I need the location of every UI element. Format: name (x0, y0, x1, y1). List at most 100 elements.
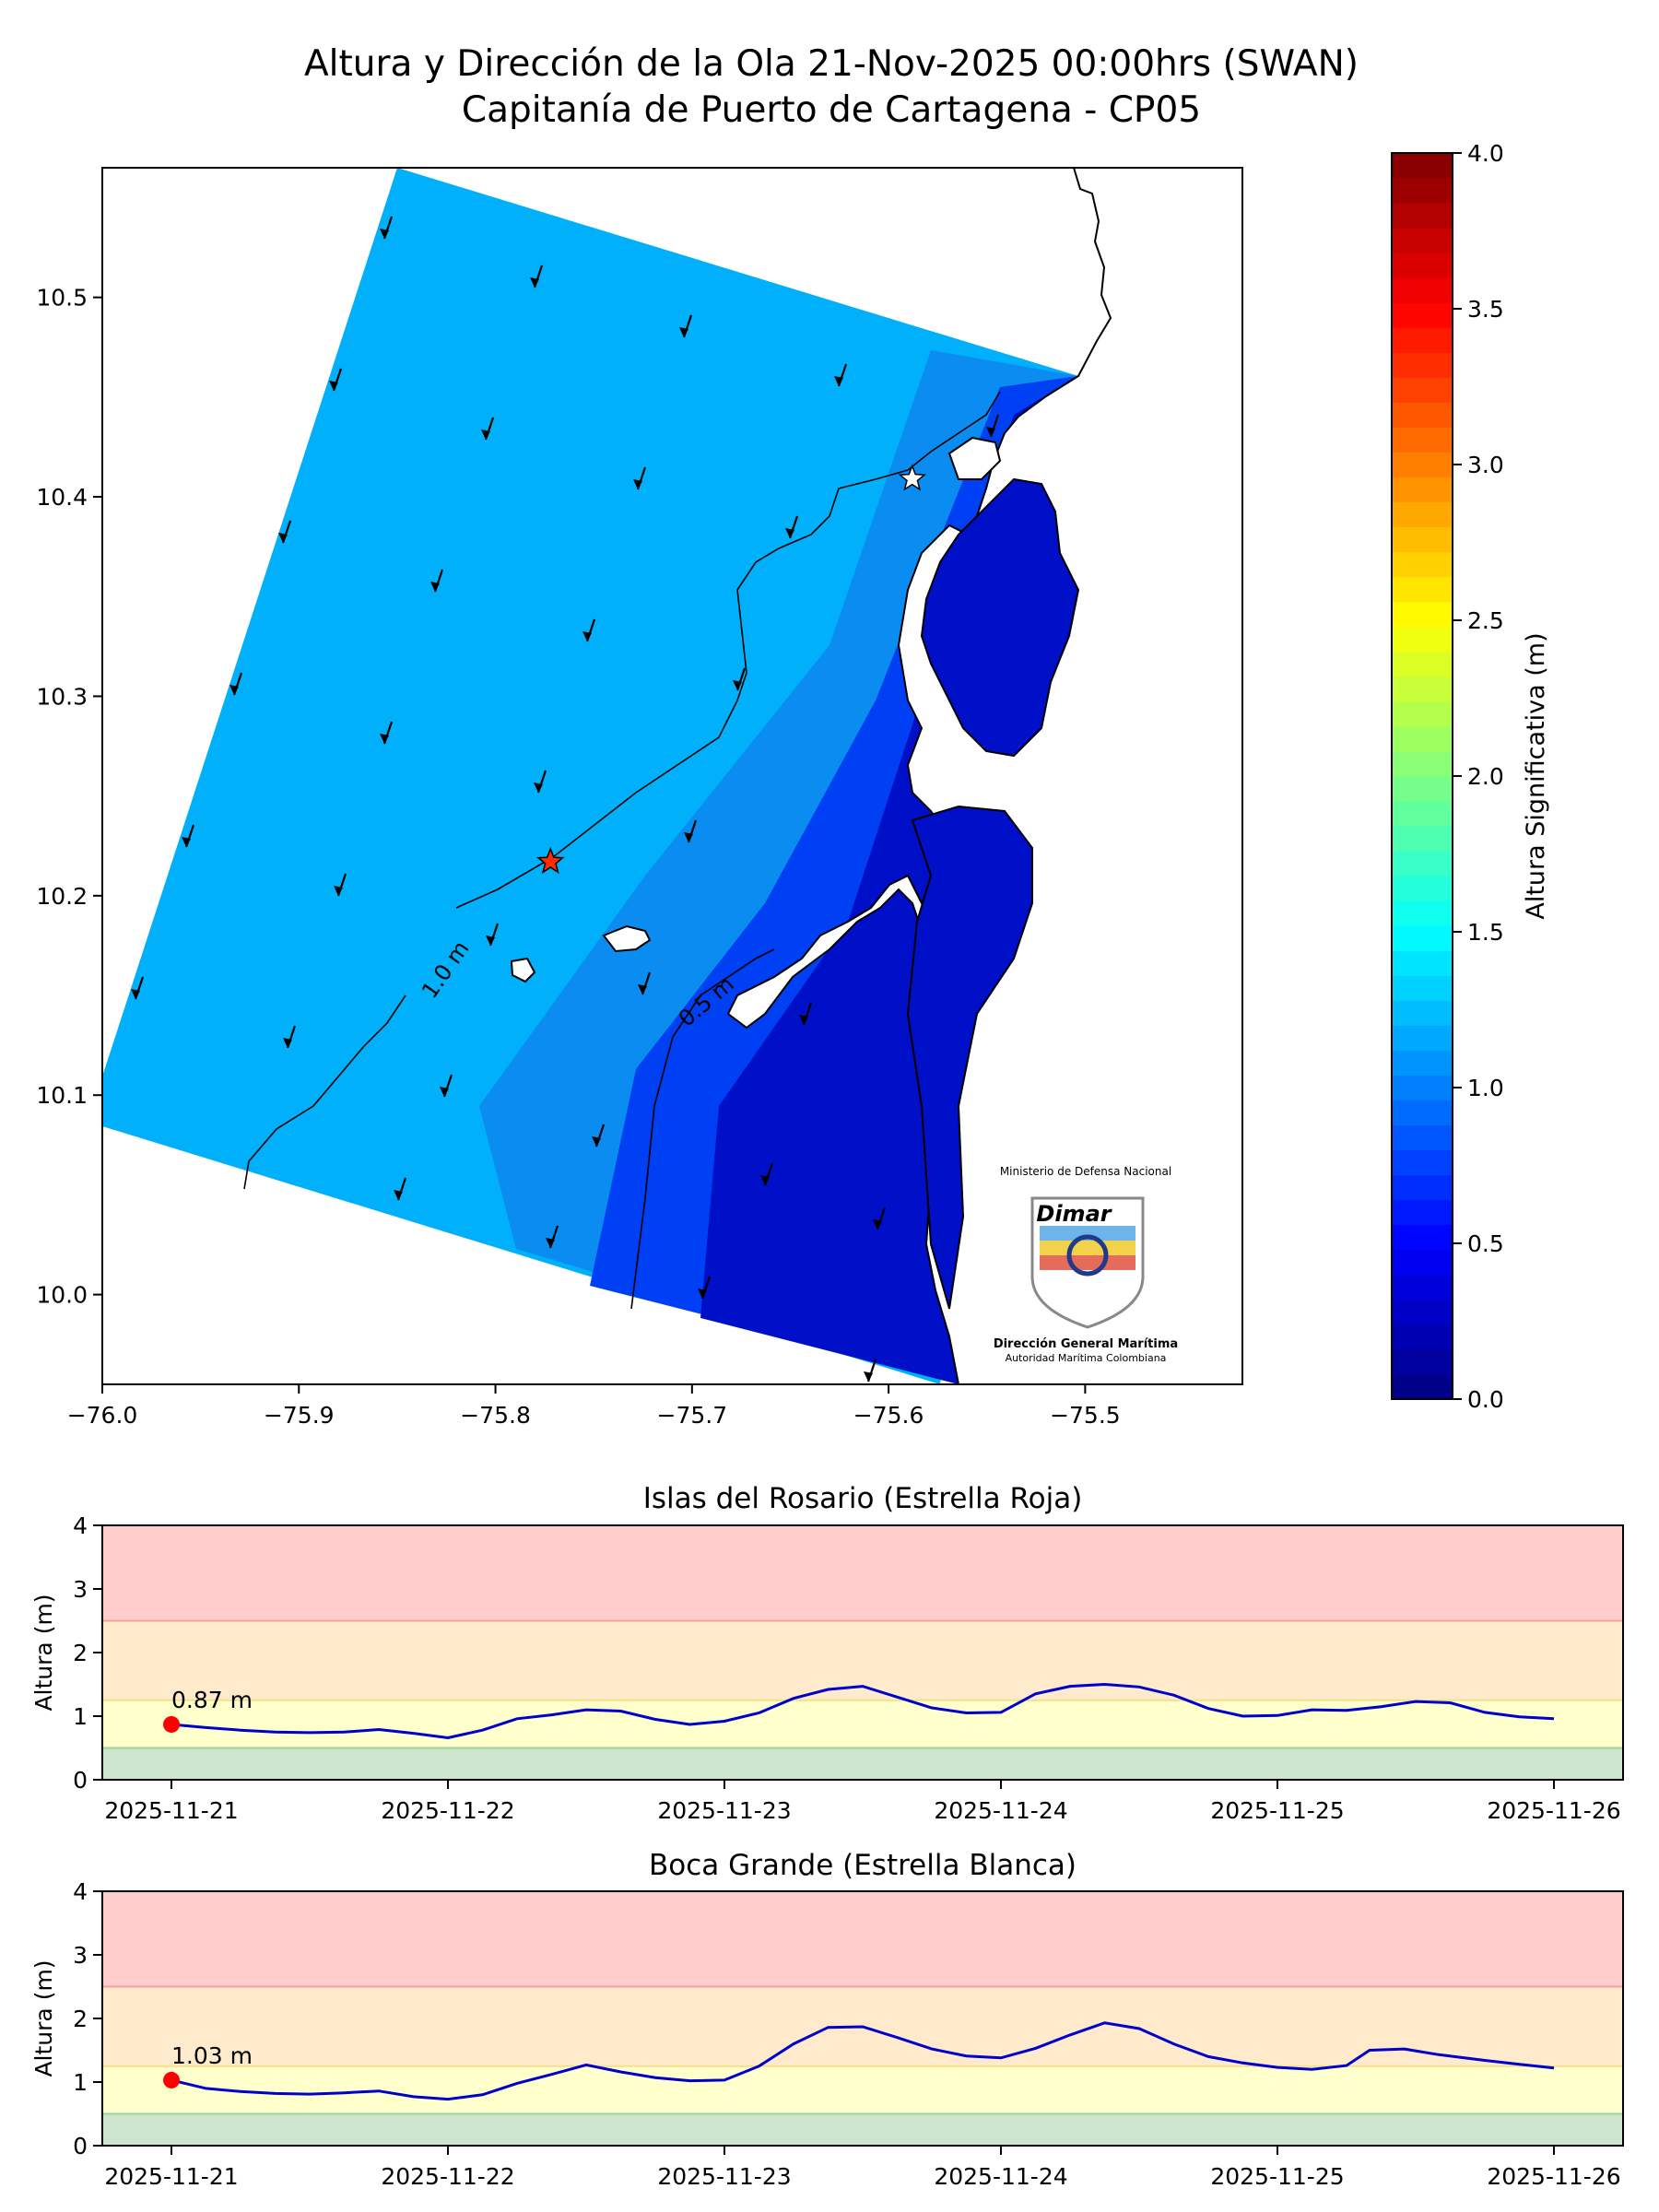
map-y-tick-label: 10.5 (36, 285, 88, 312)
island-rosario-1 (602, 924, 652, 953)
wave-arrow-icon (679, 314, 693, 338)
contour-1.0m (243, 391, 1001, 1190)
wave-arrow-head (582, 631, 592, 641)
wave-arrow-head (430, 582, 440, 592)
colorbar-cell (1392, 501, 1453, 528)
logo-band-blue (1040, 1226, 1135, 1241)
colorbar-tick-label: 0.0 (1467, 1386, 1504, 1413)
colorbar-cell (1392, 153, 1453, 179)
colorbar-cell (1392, 551, 1453, 578)
colorbar-ticks: 0.0 0.5 1.0 1.5 2.0 2.5 3.0 3.5 4.0 (1453, 140, 1504, 1413)
colorbar-cell (1392, 178, 1453, 204)
ts1-risk-bands (102, 1525, 1623, 1780)
ts1-y-tick-label: 2 (73, 1640, 88, 1666)
wave-arrow-icon (698, 1276, 712, 1300)
wave-arrow-head (638, 984, 647, 994)
map-x-tick-label: −75.6 (853, 1402, 924, 1429)
colorbar-cell (1392, 452, 1453, 478)
ts1-y-tick-label: 1 (73, 1703, 88, 1730)
colorbar-cell (1392, 975, 1453, 1001)
colorbar-cell (1392, 925, 1453, 951)
colorbar-tick-label: 4.0 (1467, 140, 1504, 167)
map-y-tick-label: 10.4 (36, 484, 88, 511)
wave-arrow-icon (546, 1225, 559, 1249)
colorbar: 0.0 0.5 1.0 1.5 2.0 2.5 3.0 3.5 4.0 Altura Signi… (1391, 140, 1550, 1413)
colorbar-cell (1392, 1000, 1453, 1026)
map-axes: 1.0 m 0.5 m Ministerio de Defensa Nacion… (36, 167, 1243, 1429)
colorbar-tick-label: 2.5 (1467, 607, 1504, 634)
colorbar-cell (1392, 1174, 1453, 1201)
wave-arrow-head (873, 1219, 882, 1230)
logo-band-red (1040, 1255, 1135, 1270)
colorbar-cell (1392, 1149, 1453, 1176)
ts1-x-tick-label: 2025-11-24 (934, 1797, 1067, 1824)
wave-arrow-icon (633, 466, 647, 490)
wave-arrow-icon (380, 216, 394, 240)
ts1-x-tick-label: 2025-11-22 (381, 1797, 514, 1824)
colorbar-tick-label: 1.0 (1467, 1075, 1504, 1101)
colorbar-cell (1392, 1348, 1453, 1375)
wave-arrow-icon (329, 368, 343, 392)
ts2-risk-bands (102, 1891, 1623, 2146)
ts1-y-tick-label: 4 (73, 1512, 88, 1539)
wave-arrow-head (592, 1136, 601, 1147)
wave-arrow-head (380, 734, 389, 744)
map-y-tick-label: 10.0 (36, 1282, 88, 1309)
wave-arrow-head (486, 935, 495, 946)
map-x-ticks: −76.0 −75.9 −75.8 −75.7 −75.6 −75.5 (67, 1384, 1121, 1429)
colorbar-tick-label: 3.5 (1467, 296, 1504, 323)
timeseries-bocagrande: Boca Grande (Estrella Blanca) 1.03 m 0 1 2… (30, 1849, 1624, 2190)
wave-arrow-head (334, 886, 343, 896)
colorbar-cell (1392, 1299, 1453, 1325)
wave-arrow-icon (486, 923, 500, 947)
wave-arrow-icon (873, 1206, 887, 1230)
colorbar-cell (1392, 1025, 1453, 1051)
ts1-ylabel: Altura (m) (30, 1594, 57, 1711)
ts1-band (102, 1700, 1623, 1748)
ts2-ylabel: Altura (m) (30, 1959, 57, 2077)
wave-arrow-head (834, 376, 843, 386)
colorbar-cell (1392, 402, 1453, 428)
colorbar-cell (1392, 950, 1453, 976)
wave-arrow-icon (799, 1002, 813, 1026)
wave-arrow-head (534, 782, 543, 793)
map-subtitle: Capitanía de Puerto de Cartagena - CP05 (462, 89, 1201, 131)
colorbar-cells (1392, 153, 1453, 1400)
colorbar-cell (1392, 700, 1453, 727)
colorbar-cell (1392, 1199, 1453, 1226)
logo-band-yellow (1040, 1241, 1135, 1255)
ts1-y-tick-label: 0 (73, 1767, 88, 1794)
colorbar-cell (1392, 725, 1453, 752)
logo-anchor-icon (1066, 1234, 1109, 1277)
wave-arrow-head (733, 680, 742, 690)
wave-arrow-head (481, 429, 490, 440)
wave-arrow-head (679, 327, 688, 337)
logo-brand: Dimar (1036, 1201, 1112, 1227)
map-x-tick-label: −75.9 (264, 1402, 335, 1429)
wave-arrow-icon (229, 672, 243, 696)
wave-arrow-icon (131, 976, 145, 1000)
ts2-current-label: 1.03 m (171, 2042, 253, 2069)
ts2-y-tick-label: 4 (73, 1878, 88, 1905)
wave-arrow-icon (684, 819, 698, 843)
ts2-x-tick-label: 2025-11-23 (657, 2163, 791, 2190)
ts1-y-tick-label: 3 (73, 1576, 88, 1603)
ts1-band (102, 1525, 1623, 1621)
wave-direction-arrows (131, 216, 1000, 1382)
wave-arrow-head (283, 1038, 292, 1048)
ts2-y-tick-label: 0 (73, 2133, 88, 2159)
colorbar-cell (1392, 750, 1453, 777)
colorbar-cell (1392, 1224, 1453, 1251)
map-x-tick-label: −76.0 (67, 1402, 138, 1429)
wave-arrow-icon (530, 265, 544, 288)
wave-arrow-icon (278, 520, 292, 544)
colorbar-cell (1392, 228, 1453, 253)
wave-arrow-icon (986, 414, 1000, 438)
colorbar-cell (1392, 626, 1453, 653)
wave-arrow-icon (785, 515, 799, 539)
ts2-title: Boca Grande (Estrella Blanca) (649, 1849, 1077, 1882)
colorbar-cell (1392, 277, 1453, 303)
colorbar-cell (1392, 851, 1453, 877)
ts2-series-line (171, 2021, 1555, 2101)
ts2-x-ticks: 2025-11-21 2025-11-22 2025-11-23 2025-11-24… (104, 2146, 1621, 2190)
